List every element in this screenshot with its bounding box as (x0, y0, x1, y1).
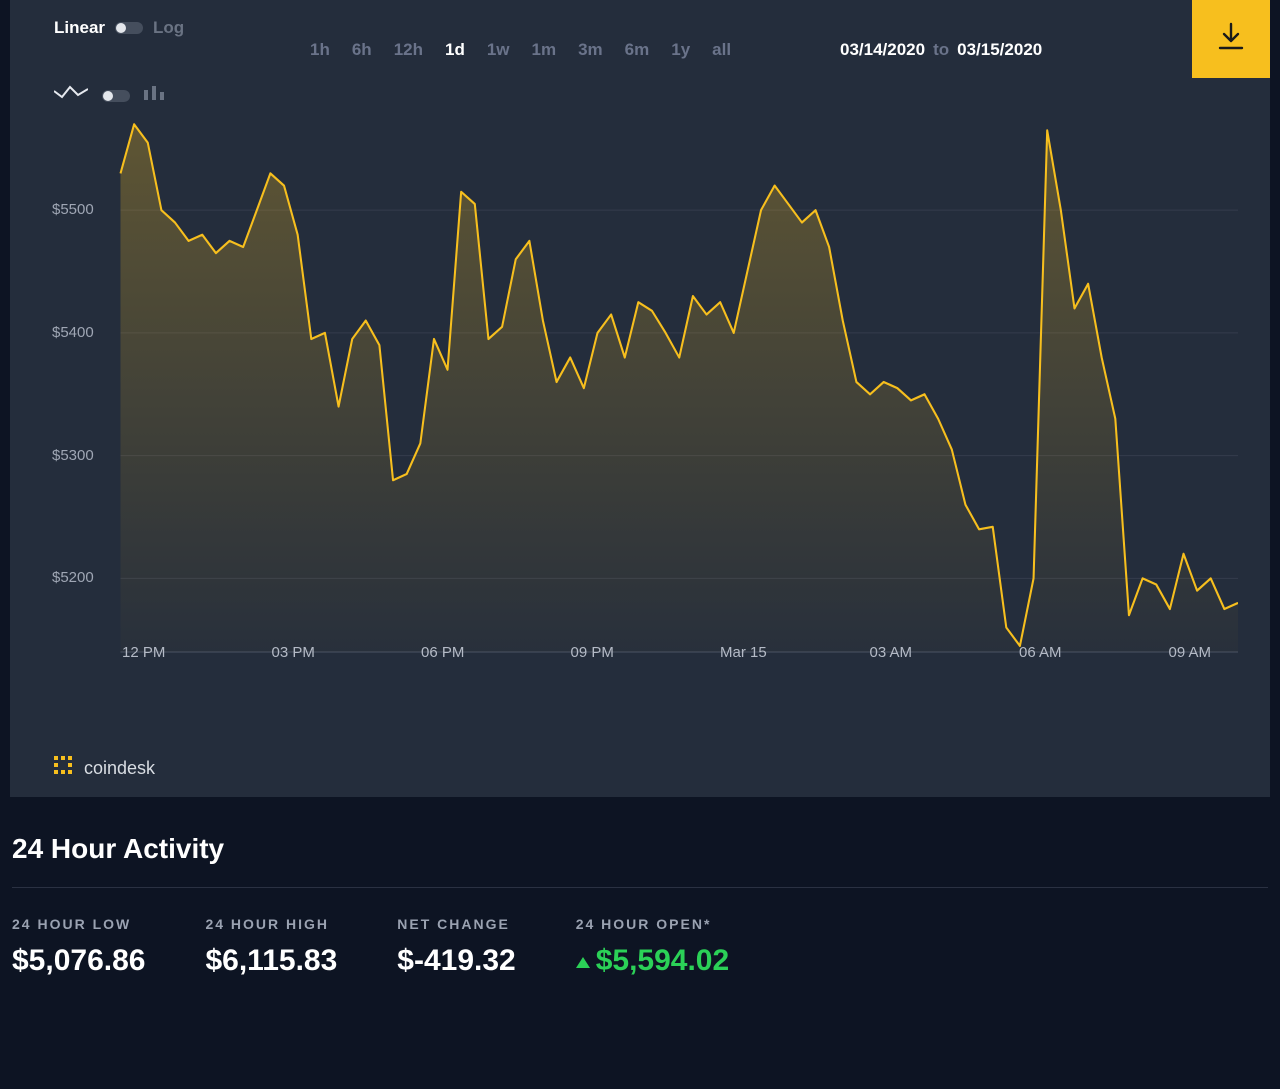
timeframe-1y[interactable]: 1y (671, 40, 690, 60)
stats-row: 24 HOUR LOW $5,076.86 24 HOUR HIGH $6,115.8… (12, 888, 1268, 978)
x-tick-label: 03 AM (870, 644, 913, 661)
stat-2: NET CHANGE $-419.32 (397, 916, 515, 978)
activity-section: 24 Hour Activity 24 HOUR LOW$5,076.8624 … (12, 833, 1268, 978)
timeframe-6m[interactable]: 6m (625, 40, 650, 60)
stat-value: $6,115.83 (205, 944, 337, 978)
stat-value: $5,076.86 (12, 944, 145, 978)
x-tick-label: 12 PM (122, 644, 165, 661)
x-tick-label: 09 PM (571, 644, 614, 661)
download-button[interactable] (1192, 0, 1270, 78)
stat-value: $-419.32 (397, 944, 515, 978)
coindesk-logo-icon (54, 756, 74, 781)
timeframe-1h[interactable]: 1h (310, 40, 330, 60)
x-tick-label: 06 PM (421, 644, 464, 661)
y-tick-label: $5400 (52, 324, 94, 341)
date-range: 03/14/2020 to 03/15/2020 (840, 40, 1042, 60)
style-toggle-switch[interactable] (102, 90, 130, 102)
timeframe-1d[interactable]: 1d (445, 40, 465, 60)
scale-log-label[interactable]: Log (153, 18, 184, 38)
chart-panel: Linear Log 1h 6h 12h 1d 1w 1m 3m 6m 1y all 03/14/… (10, 0, 1270, 797)
trend-up-icon (576, 957, 590, 968)
date-to[interactable]: 03/15/2020 (957, 40, 1042, 60)
timeframe-1m[interactable]: 1m (532, 40, 557, 60)
timeframe-1w[interactable]: 1w (487, 40, 510, 60)
stat-label: 24 HOUR LOW (12, 916, 145, 932)
y-tick-label: $5500 (52, 201, 94, 218)
scale-toggle-switch[interactable] (115, 22, 143, 34)
stat-label: 24 HOUR HIGH (205, 916, 337, 932)
timeframe-all[interactable]: all (712, 40, 731, 60)
stat-label: NET CHANGE (397, 916, 515, 932)
timeframe-selector: 1h 6h 12h 1d 1w 1m 3m 6m 1y all (310, 40, 731, 60)
scale-toggle[interactable]: Linear Log (54, 18, 184, 38)
stat-value: $5,594.02 (576, 944, 729, 978)
x-tick-label: 06 AM (1019, 644, 1062, 661)
stat-0: 24 HOUR LOW $5,076.86 (12, 916, 145, 978)
download-icon (1217, 22, 1245, 57)
y-tick-label: $5200 (52, 569, 94, 586)
timeframe-6h[interactable]: 6h (352, 40, 372, 60)
stat-1: 24 HOUR HIGH $6,115.83 (205, 916, 337, 978)
x-axis-labels: 12 PM03 PM06 PM09 PMMar 1503 AM06 AM09 A… (42, 666, 1238, 690)
candlestick-icon[interactable] (144, 84, 166, 107)
scale-linear-label[interactable]: Linear (54, 18, 105, 38)
timeframe-3m[interactable]: 3m (578, 40, 603, 60)
line-chart-icon[interactable] (54, 85, 88, 106)
x-tick-label: 09 AM (1169, 644, 1212, 661)
stat-label: 24 HOUR OPEN* (576, 916, 729, 932)
chart-style-toggle (54, 84, 166, 107)
x-tick-label: 03 PM (272, 644, 315, 661)
activity-title: 24 Hour Activity (12, 833, 1268, 888)
date-from[interactable]: 03/14/2020 (840, 40, 925, 60)
y-tick-label: $5300 (52, 447, 94, 464)
timeframe-12h[interactable]: 12h (394, 40, 423, 60)
stat-3: 24 HOUR OPEN* $5,594.02 (576, 916, 729, 978)
brand-watermark: coindesk (54, 756, 1270, 781)
chart-toolbar: Linear Log 1h 6h 12h 1d 1w 1m 3m 6m 1y all 03/14/… (10, 0, 1270, 112)
x-tick-label: Mar 15 (720, 644, 767, 661)
chart-svg (42, 112, 1238, 712)
price-chart[interactable]: $5200$5300$5400$5500 12 PM03 PM06 PM09 P… (42, 112, 1238, 712)
brand-label: coindesk (84, 758, 155, 779)
date-to-label: to (933, 40, 949, 60)
